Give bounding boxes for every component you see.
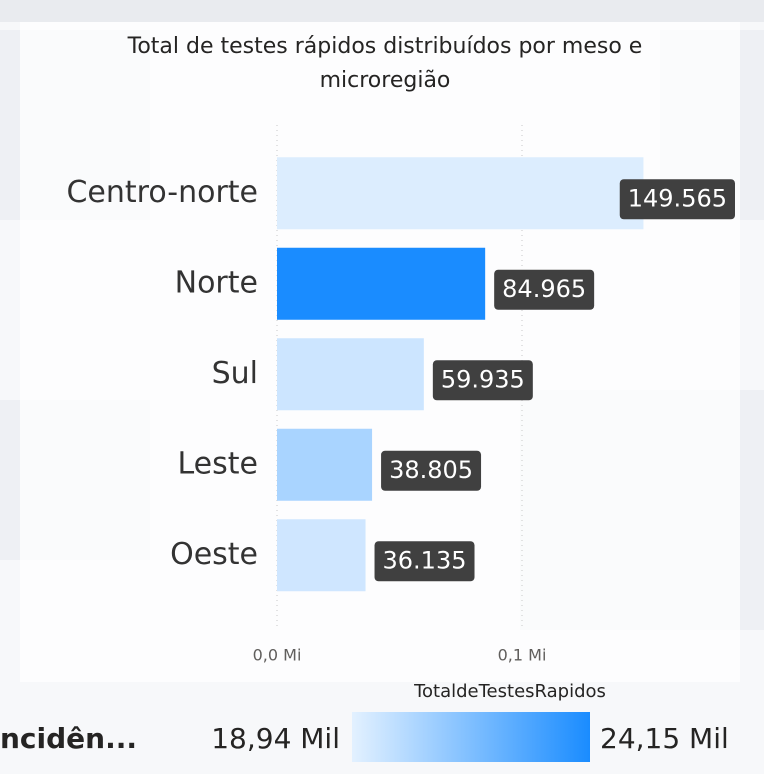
bar xyxy=(277,519,366,592)
data-label-bg xyxy=(374,541,475,582)
data-label-text: 84.965 xyxy=(502,275,586,303)
y-tick-label: Norte xyxy=(175,265,258,300)
bar xyxy=(277,247,486,320)
data-label-text: 38.805 xyxy=(389,456,473,484)
data-label: 36.135 xyxy=(374,541,475,582)
data-label: 59.935 xyxy=(432,360,533,401)
legend-min: 18,94 Mil xyxy=(211,722,340,755)
chart-title: microregião xyxy=(320,68,451,93)
data-label: 149.565 xyxy=(619,179,735,220)
y-tick-label: Centro-norte xyxy=(66,175,258,210)
legend-max: 24,15 Mil xyxy=(600,722,729,755)
y-tick-label: Sul xyxy=(212,356,258,391)
bar xyxy=(277,338,424,411)
legend-title: TotaldeTestesRapidos xyxy=(413,681,606,702)
data-label-bg xyxy=(494,269,595,310)
data-label: 84.965 xyxy=(494,269,595,310)
chart-title: Total de testes rápidos distribuídos por… xyxy=(127,34,643,59)
data-label-bg xyxy=(619,179,735,220)
plot-area: 0,0 Mi 0,1 Mi Centro-norte 149.565 Norte 84.9… xyxy=(66,125,735,665)
legend-gradient xyxy=(352,712,590,762)
top-strip xyxy=(0,0,764,22)
x-tick-label: 0,1 Mi xyxy=(498,646,547,665)
bar xyxy=(277,157,644,230)
x-tick-label: 0,0 Mi xyxy=(253,646,302,665)
data-label: 38.805 xyxy=(381,450,482,491)
data-label-text: 36.135 xyxy=(383,546,467,574)
data-label-bg xyxy=(432,360,533,401)
y-tick-label: Leste xyxy=(178,446,259,481)
legend-field: ncidên... xyxy=(0,722,137,755)
bar xyxy=(277,428,373,501)
y-tick-label: Oeste xyxy=(170,537,258,572)
data-label-text: 59.935 xyxy=(441,365,525,393)
data-label-text: 149.565 xyxy=(628,184,727,212)
data-label-bg xyxy=(381,450,482,491)
